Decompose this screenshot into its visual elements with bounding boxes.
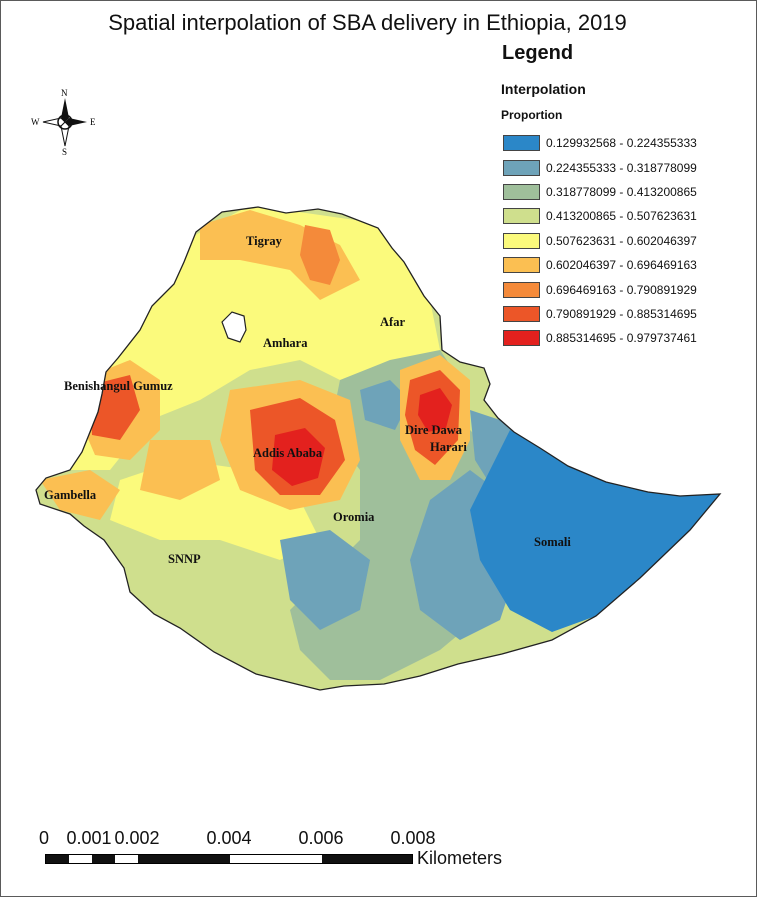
- scale-tick-2: 0.002: [114, 828, 160, 848]
- legend-swatch: [503, 281, 540, 298]
- label-tigray: Tigray: [246, 234, 283, 248]
- legend-label: 0.507623631 - 0.602046397: [546, 233, 697, 248]
- legend-item: 0.129932568 - 0.224355333: [503, 131, 697, 155]
- legend-label: 0.790891929 - 0.885314695: [546, 306, 697, 321]
- lake-tana: [221, 311, 247, 343]
- surface-class-9-addis: [272, 428, 325, 486]
- south-label: S: [62, 147, 67, 157]
- surface-class-6-gambella: [40, 470, 120, 520]
- north-arrow-icon: N S E W: [31, 88, 96, 157]
- scale-unit-label: Kilometers: [417, 848, 503, 868]
- legend-label: 0.696469163 - 0.790891929: [546, 282, 697, 297]
- scale-segment: [230, 855, 322, 863]
- scale-bar: [45, 854, 413, 864]
- label-snnp: SNNP: [168, 552, 201, 566]
- legend-label: 0.224355333 - 0.318778099: [546, 160, 697, 175]
- legend-swatch: [503, 330, 540, 347]
- label-oromia: Oromia: [333, 510, 375, 524]
- surface-class-6-sw: [140, 440, 220, 500]
- legend-field-name: Proportion: [501, 108, 563, 122]
- legend-item: 0.507623631 - 0.602046397: [503, 229, 697, 253]
- surface-class-7-tigray: [300, 225, 340, 285]
- legend-item: 0.224355333 - 0.318778099: [503, 155, 697, 179]
- label-benishangul: Benishangul Gumuz: [64, 379, 173, 393]
- legend-item: 0.885314695 - 0.979737461: [503, 326, 697, 350]
- legend-swatch: [503, 159, 540, 176]
- label-dire-dawa: Dire Dawa: [405, 423, 463, 437]
- surface-class-1: [470, 430, 720, 632]
- legend-item: 0.696469163 - 0.790891929: [503, 277, 697, 301]
- legend-label: 0.129932568 - 0.224355333: [546, 136, 697, 151]
- surface-class-9-east: [418, 388, 452, 432]
- legend-item: 0.602046397 - 0.696469163: [503, 253, 697, 277]
- label-harari: Harari: [430, 440, 467, 454]
- legend-item: 0.790891929 - 0.885314695: [503, 302, 697, 326]
- scale-segment: [115, 855, 138, 863]
- label-addis-ababa: Addis Ababa: [253, 446, 323, 460]
- legend-label: 0.318778099 - 0.413200865: [546, 184, 697, 199]
- label-afar: Afar: [380, 315, 405, 329]
- legend-items: 0.129932568 - 0.224355333 0.224355333 - …: [503, 131, 697, 351]
- legend-label: 0.602046397 - 0.696469163: [546, 258, 697, 273]
- scale-segment: [46, 855, 69, 863]
- legend-label: 0.413200865 - 0.507623631: [546, 209, 697, 224]
- legend-swatch: [503, 135, 540, 152]
- legend-item: 0.318778099 - 0.413200865: [503, 180, 697, 204]
- legend-layer-name: Interpolation: [501, 81, 586, 97]
- scale-tick-0: 0: [38, 828, 50, 848]
- scale-segment: [92, 855, 115, 863]
- legend-swatch: [503, 183, 540, 200]
- label-gambella: Gambella: [44, 488, 97, 502]
- east-label: E: [90, 117, 96, 127]
- legend-title: Legend: [502, 42, 574, 64]
- map-title: Spatial interpolation of SBA delivery in…: [108, 10, 627, 35]
- legend-swatch: [503, 232, 540, 249]
- legend-swatch: [503, 305, 540, 322]
- scale-tick-1: 0.001: [66, 828, 112, 848]
- surface-class-2-c: [360, 380, 410, 430]
- legend-swatch: [503, 208, 540, 225]
- scale-segment: [322, 855, 412, 863]
- label-amhara: Amhara: [263, 336, 308, 350]
- legend-item: 0.413200865 - 0.507623631: [503, 204, 697, 228]
- label-somali: Somali: [534, 535, 571, 549]
- scale-tick-4: 0.006: [298, 828, 344, 848]
- legend-swatch: [503, 257, 540, 274]
- scale-tick-3: 0.004: [206, 828, 252, 848]
- west-label: W: [31, 117, 40, 127]
- north-label: N: [61, 88, 68, 98]
- scale-segment: [69, 855, 92, 863]
- scale-segment: [138, 855, 230, 863]
- scale-tick-5: 0.008: [390, 828, 436, 848]
- legend-label: 0.885314695 - 0.979737461: [546, 331, 697, 346]
- surface-class-2-a: [280, 530, 370, 630]
